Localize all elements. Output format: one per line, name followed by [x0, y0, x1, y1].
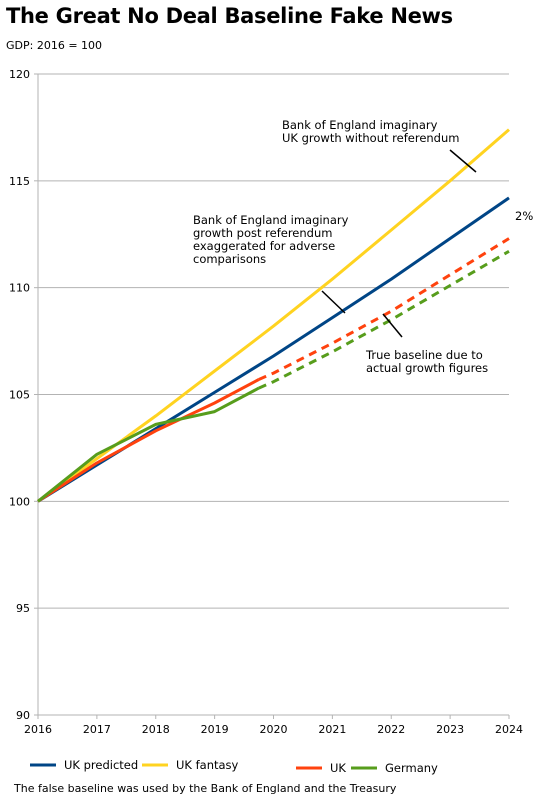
legend-label: UK predicted [64, 758, 138, 772]
y-tick-label: 110 [9, 282, 30, 295]
chart-subtitle: GDP: 2016 = 100 [6, 39, 103, 52]
legend-label: UK fantasy [176, 758, 239, 772]
annotation-text: comparisons [193, 252, 266, 266]
y-tick-label: 90 [16, 709, 30, 722]
x-tick-label: 2021 [318, 723, 346, 736]
series-line-uk [37, 378, 260, 503]
y-axis-ticks: 90 95 100 105 110 115 120 [9, 68, 38, 722]
series-line-germany [37, 386, 260, 503]
annotation-text: UK growth without referendum [282, 131, 459, 145]
annotation-pointer [449, 149, 477, 173]
series-line-germany-projected [258, 250, 510, 390]
chart-title: The Great No Deal Baseline Fake News [6, 4, 453, 28]
x-tick-label: 2020 [260, 723, 288, 736]
x-tick-label: 2022 [377, 723, 405, 736]
annotation-text: Bank of England imaginary [282, 118, 438, 132]
annotation-text: 2% [515, 209, 533, 223]
y-tick-label: 115 [9, 175, 30, 188]
legend: UK predicted UK fantasy UK Germany [30, 758, 438, 775]
gridlines [38, 73, 509, 716]
annotation-pointer [321, 290, 346, 314]
series-line-uk-projected [258, 237, 510, 381]
annotation-text: True baseline due to [365, 348, 483, 362]
y-tick-label: 100 [9, 495, 30, 508]
annotation-pointer [382, 313, 403, 338]
legend-label: UK [330, 761, 346, 775]
x-tick-label: 2018 [142, 723, 170, 736]
series-lines [37, 128, 510, 503]
x-tick-label: 2024 [495, 723, 523, 736]
x-tick-label: 2023 [436, 723, 464, 736]
annotation-text: growth post referendum [193, 226, 332, 240]
x-tick-label: 2017 [83, 723, 111, 736]
y-tick-label: 105 [9, 389, 30, 402]
footnote: The false baseline was used by the Bank … [14, 782, 397, 795]
annotation-text: actual growth figures [366, 361, 488, 375]
y-tick-label: 120 [9, 68, 30, 81]
y-tick-label: 95 [16, 602, 30, 615]
series-line-uk-fantasy [37, 128, 510, 503]
legend-label: Germany [385, 761, 438, 775]
x-tick-label: 2016 [24, 723, 52, 736]
x-tick-label: 2019 [201, 723, 229, 736]
annotation-text: Bank of England imaginary [193, 213, 349, 227]
annotation-text: exaggerated for adverse [193, 239, 335, 253]
x-axis-ticks: 2016 2017 2018 2019 2020 2021 2022 2023 2024 [24, 715, 523, 736]
